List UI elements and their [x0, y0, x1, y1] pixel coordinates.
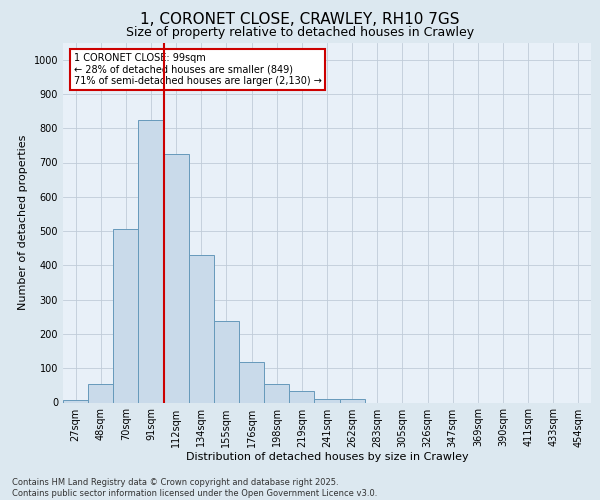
Text: Contains HM Land Registry data © Crown copyright and database right 2025.
Contai: Contains HM Land Registry data © Crown c…	[12, 478, 377, 498]
Bar	[113, 230, 139, 402]
Y-axis label: Number of detached properties: Number of detached properties	[18, 135, 28, 310]
Bar	[139, 120, 164, 403]
Bar	[314, 399, 340, 402]
Bar	[164, 154, 189, 402]
Bar	[289, 391, 314, 402]
Text: Size of property relative to detached houses in Crawley: Size of property relative to detached ho…	[126, 26, 474, 39]
X-axis label: Distribution of detached houses by size in Crawley: Distribution of detached houses by size …	[185, 452, 469, 462]
Bar	[239, 362, 264, 403]
Text: 1 CORONET CLOSE: 99sqm
← 28% of detached houses are smaller (849)
71% of semi-de: 1 CORONET CLOSE: 99sqm ← 28% of detached…	[74, 54, 322, 86]
Bar	[340, 399, 365, 402]
Bar	[264, 384, 289, 402]
Bar	[63, 400, 88, 402]
Bar	[214, 321, 239, 402]
Text: 1, CORONET CLOSE, CRAWLEY, RH10 7GS: 1, CORONET CLOSE, CRAWLEY, RH10 7GS	[140, 12, 460, 28]
Bar	[88, 384, 113, 402]
Bar	[189, 255, 214, 402]
